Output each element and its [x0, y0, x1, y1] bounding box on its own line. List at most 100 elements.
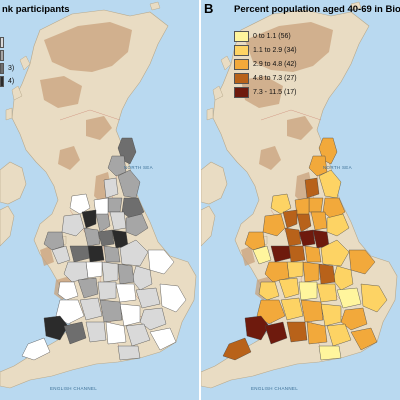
region-shape — [117, 345, 141, 361]
region-shape — [95, 213, 111, 233]
region-shape — [348, 249, 376, 275]
region-shape — [103, 177, 119, 199]
region-shape — [244, 315, 270, 341]
region-shape — [119, 239, 149, 267]
panel-divider — [199, 0, 201, 400]
region-shape — [298, 229, 316, 247]
northern-ireland-landmass — [0, 161, 27, 205]
region-shape — [115, 283, 137, 303]
region-shape — [326, 213, 350, 237]
region-shape — [107, 197, 123, 213]
region-shape — [256, 299, 286, 325]
legend-a-item: 4) — [0, 75, 14, 88]
legend-b-item: 7.3 - 11.5 (17) — [234, 86, 297, 99]
legend-b-item: 0 to 1.1 (56) — [234, 30, 297, 43]
region-shape — [77, 277, 99, 299]
legend-a-item: 3) — [0, 62, 14, 75]
region-shape — [286, 261, 304, 279]
region-shape — [87, 245, 105, 263]
panel-b-title: Percent population aged 40-69 in Biob — [234, 4, 400, 15]
region-shape — [316, 283, 338, 303]
region-shape — [69, 193, 91, 215]
legend-b-label: 0 to 1.1 (56) — [253, 33, 291, 40]
island-landmass — [220, 55, 232, 71]
legend-b-item: 1.1 to 2.9 (34) — [234, 44, 297, 57]
region-shape — [147, 249, 175, 275]
highland-relief — [287, 116, 313, 140]
region-shape — [51, 245, 71, 265]
highland-relief — [245, 22, 333, 72]
region-shape — [125, 213, 149, 237]
highland-relief — [241, 246, 255, 266]
english-channel-label-a: ENGLISH CHANNEL — [50, 386, 98, 391]
road-line — [59, 109, 121, 121]
region-shape — [97, 229, 115, 247]
legend-a-swatch — [0, 76, 4, 87]
region-shape — [97, 281, 117, 301]
region-shape — [304, 245, 322, 263]
region-shape — [107, 155, 127, 177]
island-landmass — [212, 85, 224, 101]
region-shape — [135, 287, 161, 309]
region-shape — [43, 231, 65, 251]
region-shape — [222, 337, 252, 361]
region-shape — [149, 327, 177, 351]
region-shape — [79, 297, 103, 321]
legend-b-label: 1.1 to 2.9 (34) — [253, 47, 297, 54]
region-shape — [117, 263, 135, 285]
panel-b-legend: 0 to 1.1 (56) 1.1 to 2.9 (34) 2.9 to 4.8 (… — [234, 30, 297, 100]
region-shape — [282, 209, 298, 229]
region-shape — [304, 177, 320, 199]
ireland-landmass — [201, 205, 216, 247]
highland-relief — [58, 146, 80, 170]
region-shape — [139, 307, 167, 331]
region-shape — [318, 263, 336, 285]
region-shape — [262, 213, 286, 237]
region-shape — [159, 283, 187, 313]
region-shape — [57, 281, 79, 301]
region-shape — [302, 261, 320, 283]
region-shape — [81, 209, 97, 229]
region-shape — [264, 321, 288, 345]
region-shape — [308, 197, 324, 213]
ireland-landmass — [0, 205, 15, 247]
region-shape — [318, 345, 342, 361]
region-shape — [105, 321, 127, 345]
region-shape — [308, 155, 328, 177]
region-shape — [336, 287, 362, 309]
region-shape — [85, 321, 107, 343]
region-shape — [298, 281, 318, 301]
legend-b-label: 7.3 - 11.5 (17) — [253, 89, 297, 96]
region-shape — [288, 245, 306, 263]
legend-a-swatch — [0, 37, 4, 48]
region-shape — [125, 323, 151, 347]
panel-a-map: nk participants 3) 4) NORTH SEA ENGLISH C… — [0, 0, 199, 400]
region-shape — [43, 315, 69, 341]
highland-relief — [40, 76, 82, 108]
island-landmass — [350, 1, 362, 11]
region-shape — [284, 227, 302, 247]
legend-b-item: 4.8 to 7.3 (27) — [234, 72, 297, 85]
region-shape — [21, 337, 51, 361]
region-shape — [360, 283, 388, 313]
region-shape — [258, 281, 280, 301]
north-sea-label-a: NORTH SEA — [124, 165, 153, 170]
north-sea-label-b: NORTH SEA — [323, 165, 352, 170]
legend-a-label: 4) — [8, 78, 15, 85]
island-landmass — [11, 85, 23, 101]
panel-b-letter: B — [204, 1, 214, 16]
road-line — [260, 109, 322, 121]
highland-relief — [241, 76, 283, 108]
highland-relief — [259, 146, 281, 170]
region-shape — [244, 231, 266, 251]
region-shape — [85, 261, 103, 279]
legend-b-swatch — [234, 45, 249, 56]
island-landmass — [5, 107, 13, 121]
island-landmass — [206, 107, 214, 121]
legend-a-swatch — [0, 63, 4, 74]
region-shape — [280, 297, 304, 321]
panel-b-map: B Percent population aged 40-69 in Biob … — [201, 0, 400, 400]
region-shape — [117, 169, 141, 199]
region-shape — [63, 321, 87, 345]
panel-a-title: nk participants — [2, 4, 70, 15]
